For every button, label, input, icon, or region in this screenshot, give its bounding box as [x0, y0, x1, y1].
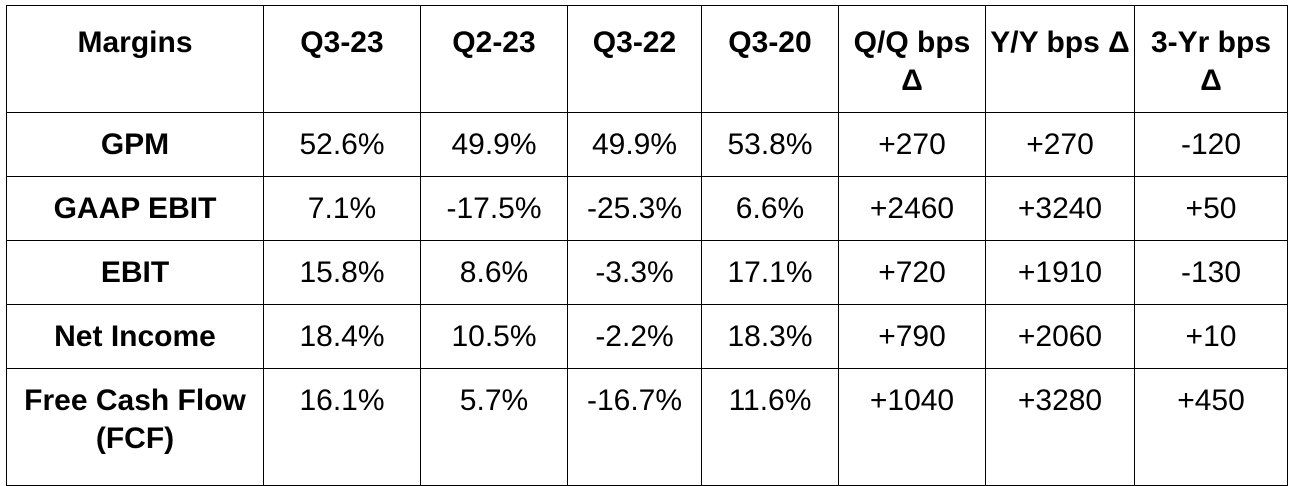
table-cell: -25.3%: [567, 176, 702, 241]
table-cell: 6.6%: [701, 176, 839, 241]
table-row: Free Cash Flow (FCF) 16.1% 5.7% -16.7% 11.6%…: [6, 368, 1288, 486]
table-cell: 18.3%: [701, 304, 839, 369]
table-cell: 8.6%: [420, 240, 568, 305]
table-cell: +270: [838, 112, 986, 177]
table-cell: -130: [1134, 240, 1288, 305]
table-cell: 17.1%: [701, 240, 839, 305]
table-cell: +10: [1134, 304, 1288, 369]
header-row: Margins Q3-23 Q2-23 Q3-22 Q3-20 Q/Q bps Δ Y/Y …: [6, 5, 1288, 113]
table-cell: +3240: [985, 176, 1135, 241]
table-cell: +790: [838, 304, 986, 369]
table-cell: -3.3%: [567, 240, 702, 305]
table-cell: 49.9%: [567, 112, 702, 177]
header-cell: Margins: [6, 5, 264, 113]
table-row: GAAP EBIT 7.1% -17.5% -25.3% 6.6% +2460 +3240 +…: [6, 176, 1288, 241]
table-cell: +1910: [985, 240, 1135, 305]
table-cell: +270: [985, 112, 1135, 177]
table-cell: 11.6%: [701, 368, 839, 486]
row-label: EBIT: [6, 240, 264, 305]
header-cell: Q2-23: [420, 5, 568, 113]
table-cell: 16.1%: [263, 368, 421, 486]
table-cell: 5.7%: [420, 368, 568, 486]
header-cell: Y/Y bps Δ: [985, 5, 1135, 113]
table-cell: 7.1%: [263, 176, 421, 241]
table-cell: 53.8%: [701, 112, 839, 177]
row-label: GAAP EBIT: [6, 176, 264, 241]
header-cell: Q3-22: [567, 5, 702, 113]
header-cell: Q/Q bps Δ: [838, 5, 986, 113]
header-cell: Q3-23: [263, 5, 421, 113]
row-label: Net Income: [6, 304, 264, 369]
table-cell: -2.2%: [567, 304, 702, 369]
table-cell: +2060: [985, 304, 1135, 369]
table-cell: +2460: [838, 176, 986, 241]
margins-table: Margins Q3-23 Q2-23 Q3-22 Q3-20 Q/Q bps Δ Y/Y …: [6, 5, 1288, 486]
row-label: Free Cash Flow (FCF): [6, 368, 264, 486]
table-row: GPM 52.6% 49.9% 49.9% 53.8% +270 +270 -120: [6, 112, 1288, 177]
table-cell: +720: [838, 240, 986, 305]
table-cell: -16.7%: [567, 368, 702, 486]
table-cell: 10.5%: [420, 304, 568, 369]
table-cell: +3280: [985, 368, 1135, 486]
table-cell: -120: [1134, 112, 1288, 177]
table-cell: +450: [1134, 368, 1288, 486]
table-row: Net Income 18.4% 10.5% -2.2% 18.3% +790 +2060 +…: [6, 304, 1288, 369]
table-cell: 18.4%: [263, 304, 421, 369]
table-row: EBIT 15.8% 8.6% -3.3% 17.1% +720 +1910 -130: [6, 240, 1288, 305]
header-cell: 3-Yr bps Δ: [1134, 5, 1288, 113]
table-cell: 15.8%: [263, 240, 421, 305]
table-cell: +1040: [838, 368, 986, 486]
row-label: GPM: [6, 112, 264, 177]
table-cell: -17.5%: [420, 176, 568, 241]
table-cell: 52.6%: [263, 112, 421, 177]
table-body: GPM 52.6% 49.9% 49.9% 53.8% +270 +270 -120 GAAP …: [6, 112, 1288, 486]
table-cell: 49.9%: [420, 112, 568, 177]
table-cell: +50: [1134, 176, 1288, 241]
header-cell: Q3-20: [701, 5, 839, 113]
